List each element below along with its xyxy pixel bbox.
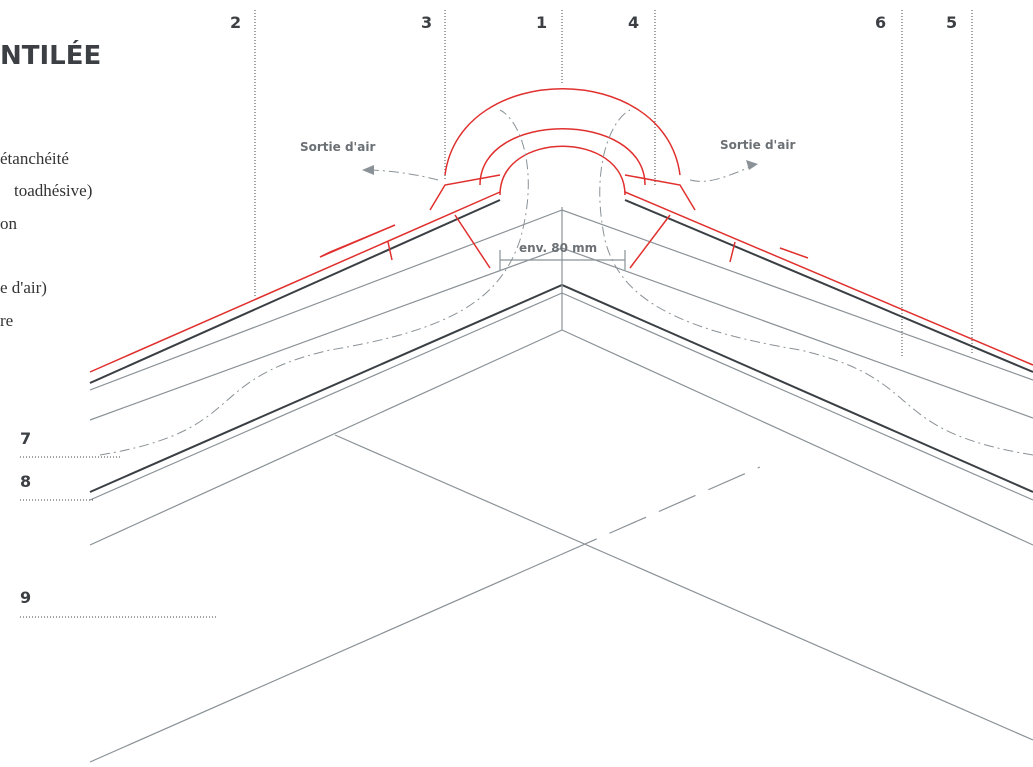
drawing — [20, 10, 1033, 763]
label: 1 — [536, 13, 547, 32]
annotation: Sortie d'air — [720, 138, 795, 152]
label: 4 — [628, 13, 639, 32]
label: 9 — [20, 588, 31, 607]
text-line: e d'air) — [0, 278, 47, 297]
text-line: on — [0, 214, 18, 233]
text-line: étanchéité — [0, 149, 69, 168]
label: 5 — [946, 13, 957, 32]
text-line: re — [0, 311, 13, 330]
label: 2 — [230, 13, 241, 32]
label: 8 — [20, 472, 31, 491]
label: 3 — [421, 13, 432, 32]
title: NTILÉE — [0, 39, 101, 71]
label: 6 — [875, 13, 886, 32]
annotation: env. 80 mm — [519, 241, 597, 255]
label: 7 — [20, 429, 31, 448]
text-line: toadhésive) — [14, 181, 92, 200]
annotation: Sortie d'air — [300, 140, 375, 154]
